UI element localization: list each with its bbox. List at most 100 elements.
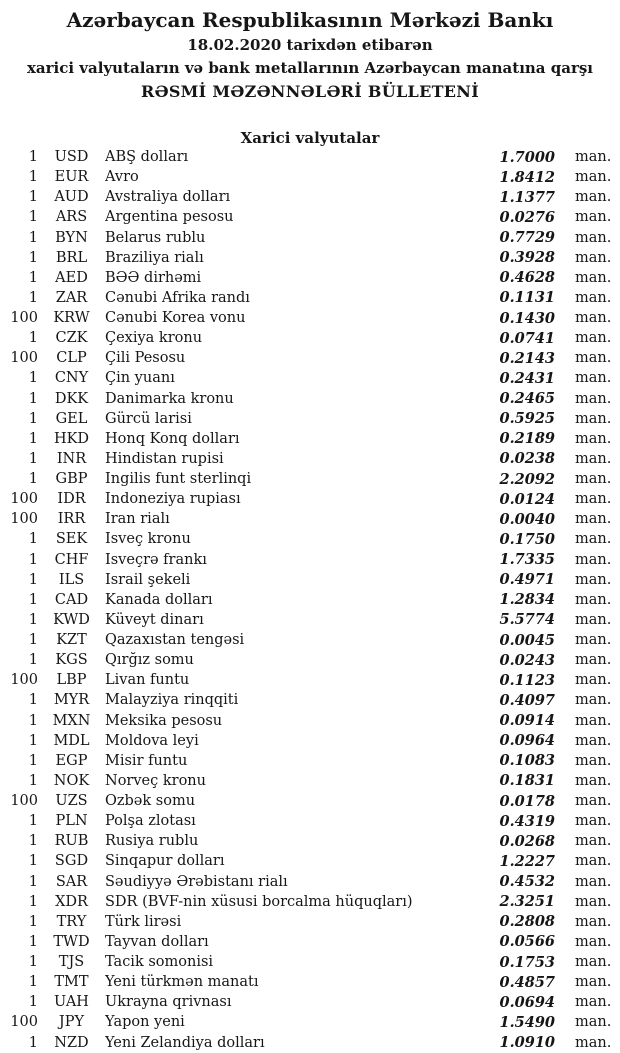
currency-name-cell: Braziliya rialı	[105, 249, 204, 266]
bank-title: Azərbaycan Respublikasının Mərkəzi Bankı	[66, 8, 554, 32]
rate-value-cell: 0.0045	[499, 631, 556, 649]
quantity-cell: 1	[28, 632, 38, 649]
currency-code-cell: KZT	[56, 632, 87, 649]
rate-value-cell: 1.0910	[499, 1034, 556, 1052]
rate-value-cell: 1.2834	[499, 591, 556, 609]
quantity-cell: 1	[28, 652, 38, 669]
quantity-cell: 1	[28, 551, 38, 568]
quantity-cell: 100	[10, 672, 38, 689]
currency-name-cell: Səudiyyə Ərəbistanı rialı	[105, 873, 288, 890]
currency-name-cell: Yapon yeni	[105, 1014, 185, 1031]
currency-code-cell: NZD	[54, 1034, 89, 1051]
currency-name-cell: Avro	[105, 169, 139, 186]
rate-row: 1 UAH Ukrayna qrivnası 0.0694 man.	[0, 992, 620, 1012]
unit-cell: man.	[575, 712, 612, 729]
currency-name-cell: Avstraliya dolları	[105, 189, 231, 206]
rate-value-cell: 0.0268	[499, 832, 556, 850]
currency-code-cell: KRW	[53, 310, 90, 327]
currency-name-cell: Norveç kronu	[105, 772, 206, 789]
currency-name-cell: Türk lirəsi	[105, 913, 182, 930]
rate-value-cell: 0.0238	[499, 450, 556, 468]
unit-cell: man.	[575, 249, 612, 266]
rate-row: 1 MYR Malayziya rinqqiti 0.4097 man.	[0, 690, 620, 710]
currency-name-cell: Çin yuanı	[105, 370, 175, 387]
rate-row: 1 DKK Danimarka kronu 0.2465 man.	[0, 389, 620, 409]
unit-cell: man.	[575, 269, 612, 286]
unit-cell: man.	[575, 551, 612, 568]
unit-cell: man.	[575, 450, 612, 467]
currency-code-cell: XDR	[55, 893, 88, 910]
currency-name-cell: İsveç kronu	[105, 531, 191, 548]
rate-row: 1 RUB Rusiya rublu 0.0268 man.	[0, 831, 620, 851]
currency-code-cell: GEL	[55, 410, 88, 427]
rate-value-cell: 0.1430	[499, 309, 556, 327]
quantity-cell: 1	[28, 692, 38, 709]
quantity-cell: 1	[28, 611, 38, 628]
rate-row: 1 CZK Çexiya kronu 0.0741 man.	[0, 328, 620, 348]
unit-cell: man.	[575, 189, 612, 206]
rate-row: 1 NZD Yeni Zelandiya dolları 1.0910 man.	[0, 1033, 620, 1053]
quantity-cell: 100	[10, 793, 38, 810]
rate-row: 1 SAR Səudiyyə Ərəbistanı rialı 0.4532 m…	[0, 872, 620, 892]
quantity-cell: 100	[10, 511, 38, 528]
currency-name-cell: Çili Pesosu	[105, 350, 186, 367]
unit-cell: man.	[575, 933, 612, 950]
unit-cell: man.	[575, 893, 612, 910]
quantity-cell: 1	[28, 732, 38, 749]
rate-row: 100 JPY Yapon yeni 1.5490 man.	[0, 1012, 620, 1032]
currency-code-cell: ARS	[55, 209, 88, 226]
quantity-cell: 1	[28, 410, 38, 427]
rate-value-cell: 0.1083	[499, 752, 556, 770]
currency-code-cell: CLP	[56, 350, 87, 367]
currency-name-cell: Hindistan rupisi	[105, 450, 224, 467]
quantity-cell: 1	[28, 712, 38, 729]
rate-row: 1 SEK İsveç kronu 0.1750 man.	[0, 529, 620, 549]
currency-code-cell: SEK	[55, 531, 88, 548]
quantity-cell: 1	[28, 833, 38, 850]
quantity-cell: 1	[28, 169, 38, 186]
currency-name-cell: Polşa zlotası	[105, 813, 196, 830]
unit-cell: man.	[575, 471, 612, 488]
currency-name-cell: Çexiya kronu	[105, 330, 203, 347]
rate-row: 1 GEL Gürcü larisi 0.5925 man.	[0, 409, 620, 429]
rate-value-cell: 0.2189	[499, 430, 556, 448]
unit-cell: man.	[575, 591, 612, 608]
quantity-cell: 1	[28, 249, 38, 266]
currency-code-cell: CAD	[54, 591, 89, 608]
currency-name-cell: Cənubi Afrika randı	[105, 289, 250, 306]
currency-name-cell: Belarus rublu	[105, 229, 206, 246]
rate-row: 1 HKD Honq Konq dolları 0.2189 man.	[0, 429, 620, 449]
rate-value-cell: 0.1131	[499, 289, 556, 307]
currency-code-cell: CZK	[55, 330, 88, 347]
currency-name-cell: Argentina pesosu	[105, 209, 234, 226]
rate-value-cell: 0.5925	[499, 410, 556, 428]
rate-row: 1 SGD Sinqapur dolları 1.2227 man.	[0, 851, 620, 871]
rate-row: 1 TRY Türk lirəsi 0.2808 man.	[0, 912, 620, 932]
unit-cell: man.	[575, 350, 612, 367]
rate-value-cell: 1.7000	[499, 148, 556, 166]
quantity-cell: 1	[28, 189, 38, 206]
currency-name-cell: Qırğız somu	[105, 652, 194, 669]
currency-name-cell: Misir funtu	[105, 752, 188, 769]
currency-code-cell: EGP	[55, 752, 88, 769]
quantity-cell: 1	[28, 994, 38, 1011]
rate-row: 1 AED BƏƏ dirhəmi 0.4628 man.	[0, 268, 620, 288]
rate-row: 1 ILS İsrail şekeli 0.4971 man.	[0, 570, 620, 590]
currency-code-cell: KWD	[53, 611, 90, 628]
rate-row: 1 TWD Tayvan dolları 0.0566 man.	[0, 932, 620, 952]
currency-code-cell: TRY	[56, 913, 87, 930]
rate-row: 1 BYN Belarus rublu 0.7729 man.	[0, 228, 620, 248]
currency-name-cell: İndoneziya rupiası	[105, 491, 241, 508]
unit-cell: man.	[575, 149, 612, 166]
unit-cell: man.	[575, 531, 612, 548]
unit-cell: man.	[575, 390, 612, 407]
rate-value-cell: 2.2092	[499, 470, 556, 488]
rate-value-cell: 0.4319	[499, 812, 556, 830]
quantity-cell: 1	[28, 450, 38, 467]
currency-name-cell: Ukrayna qrivnası	[105, 994, 232, 1011]
section-title-foreign-currencies: Xarici valyutalar	[240, 129, 380, 147]
rate-value-cell: 0.0124	[499, 490, 556, 508]
quantity-cell: 1	[28, 933, 38, 950]
currency-code-cell: IDR	[57, 491, 86, 508]
unit-cell: man.	[575, 310, 612, 327]
